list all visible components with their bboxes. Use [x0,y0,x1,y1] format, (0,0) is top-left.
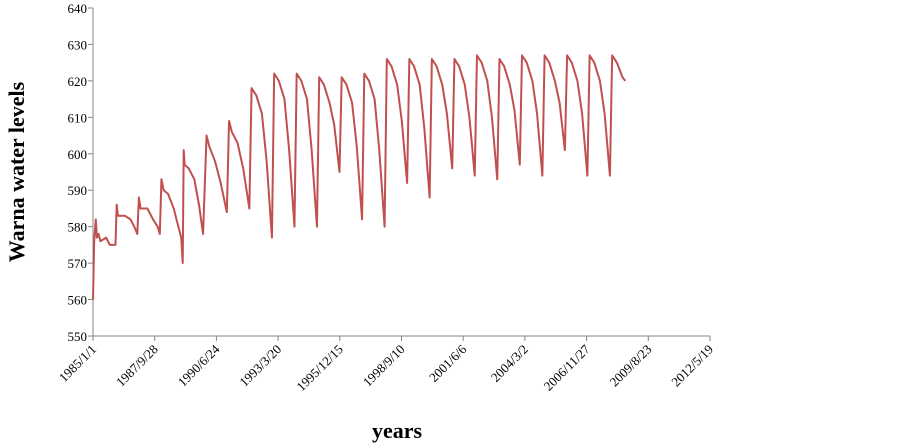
y-tick-label: 550 [68,329,88,344]
x-tick-label: 1995/12/15 [293,342,345,394]
data-line [92,54,627,300]
x-tick-label: 2004/3/2 [488,342,531,385]
y-tick-label: 610 [68,110,88,125]
x-tick-label: 1993/3/20 [236,342,284,390]
x-axis-title: years [372,418,423,443]
y-tick-label: 560 [68,293,88,308]
x-tick-label: 2009/8/23 [607,342,655,390]
y-tick-label: 630 [68,37,88,52]
x-tick-label: 1987/9/28 [113,342,161,390]
x-tick-label: 2012/5/19 [668,342,716,390]
x-tick-label: 1998/9/10 [360,342,408,390]
x-tick-label: 1990/6/24 [175,341,223,389]
y-tick-label: 640 [68,1,88,16]
y-tick-label: 600 [68,147,88,162]
y-tick-label: 580 [68,220,88,235]
x-tick-label: 2006/11/27 [541,341,593,393]
x-tick-label: 2001/6/6 [426,341,470,385]
y-tick-label: 590 [68,183,88,198]
y-tick-label: 620 [68,74,88,89]
x-tick-label: 1985/1/1 [56,342,99,385]
y-axis-title: Warna water levels [4,81,29,262]
y-tick-label: 570 [68,256,88,271]
